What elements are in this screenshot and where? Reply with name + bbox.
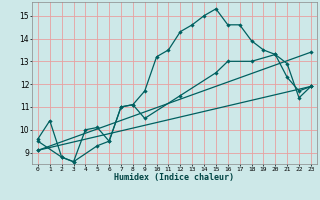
X-axis label: Humidex (Indice chaleur): Humidex (Indice chaleur) [115, 173, 234, 182]
